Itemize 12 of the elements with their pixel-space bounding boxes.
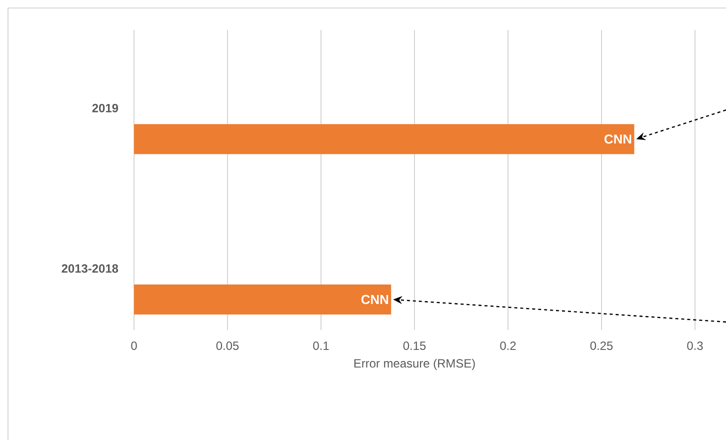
x-tick-label: 0.25 [590,342,613,350]
x-tick-label: 0.3 [687,342,703,350]
x-tick-label: 0.2 [500,342,516,350]
y-tick-label: 2019 [92,104,118,112]
x-tick-label: 0 [131,342,137,350]
x-axis-title: Error measure (RMSE) [354,358,475,370]
data-label: CNN [604,134,632,144]
x-tick-label: 0.1 [313,342,329,350]
data-label: CNN [361,294,388,304]
x-tick-label: 0.15 [403,342,426,350]
x-tick-label: 0.05 [216,342,239,350]
y-tick-label: 2013-2018 [62,264,118,273]
